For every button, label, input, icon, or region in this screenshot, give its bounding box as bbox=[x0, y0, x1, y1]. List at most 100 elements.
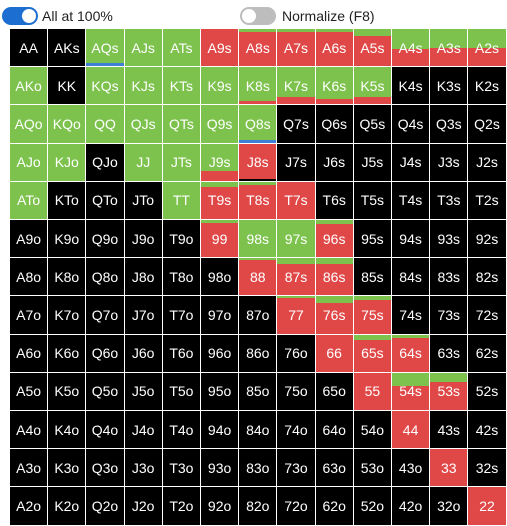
hand-cell-87o[interactable]: 87o bbox=[238, 295, 278, 335]
hand-cell-a5s[interactable]: A5s bbox=[352, 28, 392, 68]
hand-cell-87s[interactable]: 87s bbox=[276, 257, 316, 297]
hand-cell-43s[interactable]: 43s bbox=[429, 410, 469, 450]
hand-cell-j5o[interactable]: J5o bbox=[123, 371, 163, 411]
hand-cell-a4o[interactable]: A4o bbox=[9, 410, 49, 450]
hand-cell-qts[interactable]: QTs bbox=[161, 104, 201, 144]
hand-cell-83s[interactable]: 83s bbox=[429, 257, 469, 297]
hand-cell-t6s[interactable]: T6s bbox=[314, 180, 354, 220]
hand-cell-85s[interactable]: 85s bbox=[352, 257, 392, 297]
hand-cell-kts[interactable]: KTs bbox=[161, 66, 201, 106]
hand-cell-53s[interactable]: 53s bbox=[429, 371, 469, 411]
hand-cell-86s[interactable]: 86s bbox=[314, 257, 354, 297]
hand-cell-75o[interactable]: 75o bbox=[276, 371, 316, 411]
hand-cell-a7o[interactable]: A7o bbox=[9, 295, 49, 335]
hand-cell-96s[interactable]: 96s bbox=[314, 219, 354, 259]
hand-cell-k7s[interactable]: K7s bbox=[276, 66, 316, 106]
hand-cell-t5o[interactable]: T5o bbox=[161, 371, 201, 411]
hand-cell-qjo[interactable]: QJo bbox=[85, 142, 125, 182]
hand-cell-98s[interactable]: 98s bbox=[238, 219, 278, 259]
hand-cell-t2s[interactable]: T2s bbox=[467, 180, 507, 220]
hand-cell-q8o[interactable]: Q8o bbox=[85, 257, 125, 297]
hand-cell-84o[interactable]: 84o bbox=[238, 410, 278, 450]
hand-cell-ajo[interactable]: AJo bbox=[9, 142, 49, 182]
hand-cell-85o[interactable]: 85o bbox=[238, 371, 278, 411]
hand-cell-ajs[interactable]: AJs bbox=[123, 28, 163, 68]
hand-cell-q7s[interactable]: Q7s bbox=[276, 104, 316, 144]
hand-cell-t4o[interactable]: T4o bbox=[161, 410, 201, 450]
hand-cell-k4o[interactable]: K4o bbox=[47, 410, 87, 450]
hand-cell-q6s[interactable]: Q6s bbox=[314, 104, 354, 144]
hand-cell-53o[interactable]: 53o bbox=[352, 448, 392, 488]
hand-cell-j6s[interactable]: J6s bbox=[314, 142, 354, 182]
hand-cell-84s[interactable]: 84s bbox=[391, 257, 431, 297]
hand-cell-aqs[interactable]: AQs bbox=[85, 28, 125, 68]
hand-cell-a9s[interactable]: A9s bbox=[200, 28, 240, 68]
hand-cell-q5o[interactable]: Q5o bbox=[85, 371, 125, 411]
hand-cell-ats[interactable]: ATs bbox=[161, 28, 201, 68]
hand-cell-kjo[interactable]: KJo bbox=[47, 142, 87, 182]
hand-cell-93s[interactable]: 93s bbox=[429, 219, 469, 259]
hand-cell-j9s[interactable]: J9s bbox=[200, 142, 240, 182]
hand-cell-82s[interactable]: 82s bbox=[467, 257, 507, 297]
hand-cell-t3o[interactable]: T3o bbox=[161, 448, 201, 488]
hand-cell-52s[interactable]: 52s bbox=[467, 371, 507, 411]
hand-cell-42o[interactable]: 42o bbox=[391, 486, 431, 526]
hand-cell-42s[interactable]: 42s bbox=[467, 410, 507, 450]
hand-cell-k3o[interactable]: K3o bbox=[47, 448, 87, 488]
hand-cell-95o[interactable]: 95o bbox=[200, 371, 240, 411]
hand-cell-kqs[interactable]: KQs bbox=[85, 66, 125, 106]
hand-cell-a9o[interactable]: A9o bbox=[9, 219, 49, 259]
hand-cell-q9o[interactable]: Q9o bbox=[85, 219, 125, 259]
hand-cell-t9o[interactable]: T9o bbox=[161, 219, 201, 259]
hand-cell-j5s[interactable]: J5s bbox=[352, 142, 392, 182]
hand-cell-t8s[interactable]: T8s bbox=[238, 180, 278, 220]
hand-cell-t7o[interactable]: T7o bbox=[161, 295, 201, 335]
hand-cell-k9o[interactable]: K9o bbox=[47, 219, 87, 259]
hand-cell-aa[interactable]: AA bbox=[9, 28, 49, 68]
hand-cell-a3o[interactable]: A3o bbox=[9, 448, 49, 488]
hand-cell-83o[interactable]: 83o bbox=[238, 448, 278, 488]
hand-cell-ako[interactable]: AKo bbox=[9, 66, 49, 106]
hand-cell-k6o[interactable]: K6o bbox=[47, 333, 87, 373]
hand-cell-76o[interactable]: 76o bbox=[276, 333, 316, 373]
hand-cell-a5o[interactable]: A5o bbox=[9, 371, 49, 411]
hand-cell-kk[interactable]: KK bbox=[47, 66, 87, 106]
hand-cell-62o[interactable]: 62o bbox=[314, 486, 354, 526]
hand-cell-jj[interactable]: JJ bbox=[123, 142, 163, 182]
hand-cell-99[interactable]: 99 bbox=[200, 219, 240, 259]
hand-cell-a8o[interactable]: A8o bbox=[9, 257, 49, 297]
hand-cell-q4o[interactable]: Q4o bbox=[85, 410, 125, 450]
hand-cell-33[interactable]: 33 bbox=[429, 448, 469, 488]
hand-cell-a6o[interactable]: A6o bbox=[9, 333, 49, 373]
hand-cell-54o[interactable]: 54o bbox=[352, 410, 392, 450]
hand-cell-j3o[interactable]: J3o bbox=[123, 448, 163, 488]
hand-cell-k2o[interactable]: K2o bbox=[47, 486, 87, 526]
hand-cell-a6s[interactable]: A6s bbox=[314, 28, 354, 68]
hand-cell-t7s[interactable]: T7s bbox=[276, 180, 316, 220]
hand-cell-k5o[interactable]: K5o bbox=[47, 371, 87, 411]
hand-cell-j4o[interactable]: J4o bbox=[123, 410, 163, 450]
hand-cell-t8o[interactable]: T8o bbox=[161, 257, 201, 297]
normalize-toggle[interactable] bbox=[240, 7, 276, 25]
hand-cell-a7s[interactable]: A7s bbox=[276, 28, 316, 68]
hand-cell-32o[interactable]: 32o bbox=[429, 486, 469, 526]
hand-cell-94o[interactable]: 94o bbox=[200, 410, 240, 450]
hand-cell-j9o[interactable]: J9o bbox=[123, 219, 163, 259]
hand-cell-64o[interactable]: 64o bbox=[314, 410, 354, 450]
hand-cell-86o[interactable]: 86o bbox=[238, 333, 278, 373]
hand-cell-93o[interactable]: 93o bbox=[200, 448, 240, 488]
hand-cell-43o[interactable]: 43o bbox=[391, 448, 431, 488]
hand-cell-73o[interactable]: 73o bbox=[276, 448, 316, 488]
hand-cell-k8o[interactable]: K8o bbox=[47, 257, 87, 297]
hand-cell-q7o[interactable]: Q7o bbox=[85, 295, 125, 335]
hand-cell-74s[interactable]: 74s bbox=[391, 295, 431, 335]
hand-cell-jts[interactable]: JTs bbox=[161, 142, 201, 182]
hand-cell-k9s[interactable]: K9s bbox=[200, 66, 240, 106]
hand-cell-62s[interactable]: 62s bbox=[467, 333, 507, 373]
hand-cell-j6o[interactable]: J6o bbox=[123, 333, 163, 373]
hand-cell-j3s[interactable]: J3s bbox=[429, 142, 469, 182]
hand-cell-k8s[interactable]: K8s bbox=[238, 66, 278, 106]
hand-cell-qq[interactable]: QQ bbox=[85, 104, 125, 144]
hand-cell-t3s[interactable]: T3s bbox=[429, 180, 469, 220]
hand-cell-66[interactable]: 66 bbox=[314, 333, 354, 373]
